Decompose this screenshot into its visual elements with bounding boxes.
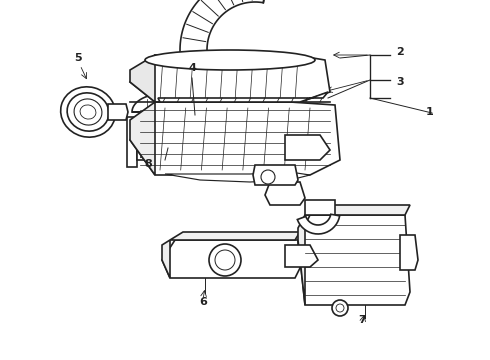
Ellipse shape bbox=[74, 99, 102, 125]
Polygon shape bbox=[297, 214, 340, 234]
Ellipse shape bbox=[145, 50, 315, 70]
Polygon shape bbox=[180, 0, 268, 87]
Polygon shape bbox=[130, 55, 330, 102]
Circle shape bbox=[261, 170, 275, 184]
Polygon shape bbox=[162, 240, 300, 278]
Ellipse shape bbox=[67, 93, 109, 131]
Polygon shape bbox=[127, 117, 137, 167]
Circle shape bbox=[332, 300, 348, 316]
Polygon shape bbox=[305, 205, 410, 215]
Polygon shape bbox=[165, 172, 310, 182]
Polygon shape bbox=[108, 104, 128, 120]
Polygon shape bbox=[285, 245, 318, 267]
Polygon shape bbox=[130, 102, 340, 175]
Polygon shape bbox=[253, 165, 298, 185]
Polygon shape bbox=[132, 94, 192, 112]
Text: 2: 2 bbox=[396, 47, 404, 57]
Text: 5: 5 bbox=[74, 53, 82, 63]
Circle shape bbox=[209, 244, 241, 276]
Text: 8: 8 bbox=[144, 159, 152, 169]
Polygon shape bbox=[158, 92, 328, 102]
Text: 6: 6 bbox=[199, 297, 207, 307]
Polygon shape bbox=[265, 182, 305, 205]
Polygon shape bbox=[130, 102, 155, 175]
Ellipse shape bbox=[80, 105, 96, 119]
Polygon shape bbox=[285, 135, 330, 160]
Polygon shape bbox=[305, 200, 335, 215]
Polygon shape bbox=[170, 232, 300, 240]
Text: 3: 3 bbox=[396, 77, 404, 87]
Bar bbox=[137, 124, 187, 160]
Text: 1: 1 bbox=[426, 107, 434, 117]
Polygon shape bbox=[162, 240, 170, 278]
Polygon shape bbox=[130, 55, 155, 102]
Text: 4: 4 bbox=[188, 63, 196, 73]
Text: 7: 7 bbox=[358, 315, 366, 325]
Polygon shape bbox=[400, 235, 418, 270]
Polygon shape bbox=[298, 215, 410, 305]
Ellipse shape bbox=[61, 87, 115, 137]
Polygon shape bbox=[298, 215, 305, 305]
